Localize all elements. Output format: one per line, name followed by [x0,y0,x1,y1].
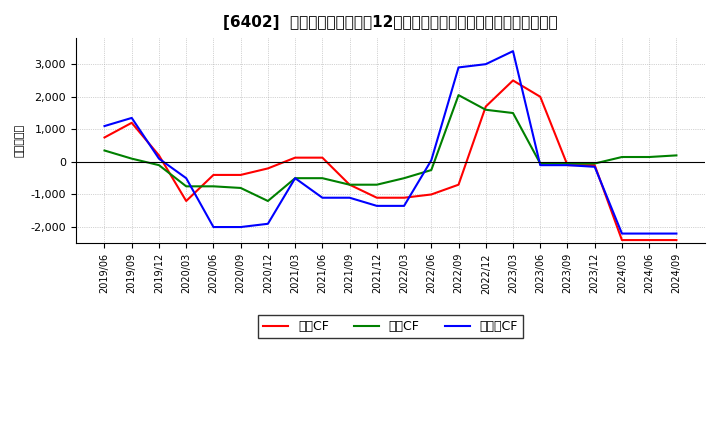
投資CF [563,161,572,166]
Line: 投資CF: 投資CF [104,95,676,201]
投資CF [100,148,109,153]
営業CF [346,182,354,187]
営業CF [209,172,217,178]
フリーCF [672,231,680,236]
営業CF [100,135,109,140]
投資CF [482,107,490,112]
営業CF [645,238,654,243]
投資CF [400,176,408,181]
Y-axis label: （百万円）: （百万円） [15,124,25,157]
フリーCF [645,231,654,236]
営業CF [536,94,544,99]
営業CF [182,198,191,204]
Title: [6402]  キャッシュフローの12か月移動合計の対前年同期増減額の推移: [6402] キャッシュフローの12か月移動合計の対前年同期増減額の推移 [223,15,558,30]
投資CF [346,182,354,187]
Line: 営業CF: 営業CF [104,81,676,240]
投資CF [509,110,518,116]
フリーCF [291,176,300,181]
フリーCF [482,62,490,67]
投資CF [618,154,626,160]
フリーCF [563,162,572,168]
投資CF [182,183,191,189]
営業CF [618,238,626,243]
営業CF [318,155,327,160]
投資CF [155,162,163,168]
フリーCF [372,203,381,209]
フリーCF [127,115,136,121]
フリーCF [427,158,436,163]
投資CF [672,153,680,158]
営業CF [127,120,136,125]
投資CF [264,198,272,204]
投資CF [127,156,136,161]
フリーCF [509,48,518,54]
営業CF [400,195,408,200]
営業CF [264,166,272,171]
フリーCF [236,224,245,230]
営業CF [454,182,463,187]
フリーCF [155,156,163,161]
フリーCF [590,164,599,169]
フリーCF [400,203,408,209]
営業CF [482,104,490,109]
営業CF [236,172,245,178]
フリーCF [209,224,217,230]
営業CF [590,162,599,168]
フリーCF [346,195,354,200]
営業CF [372,195,381,200]
営業CF [672,238,680,243]
投資CF [318,176,327,181]
営業CF [563,162,572,168]
営業CF [509,78,518,83]
フリーCF [618,231,626,236]
投資CF [645,154,654,160]
投資CF [536,161,544,166]
フリーCF [454,65,463,70]
営業CF [155,153,163,158]
フリーCF [100,124,109,129]
営業CF [291,155,300,160]
フリーCF [536,162,544,168]
営業CF [427,192,436,197]
フリーCF [318,195,327,200]
Line: フリーCF: フリーCF [104,51,676,234]
フリーCF [264,221,272,227]
フリーCF [182,176,191,181]
投資CF [590,161,599,166]
投資CF [236,185,245,191]
投資CF [372,182,381,187]
投資CF [454,92,463,98]
投資CF [209,183,217,189]
Legend: 営業CF, 投資CF, フリーCF: 営業CF, 投資CF, フリーCF [258,315,523,338]
投資CF [291,176,300,181]
投資CF [427,167,436,172]
